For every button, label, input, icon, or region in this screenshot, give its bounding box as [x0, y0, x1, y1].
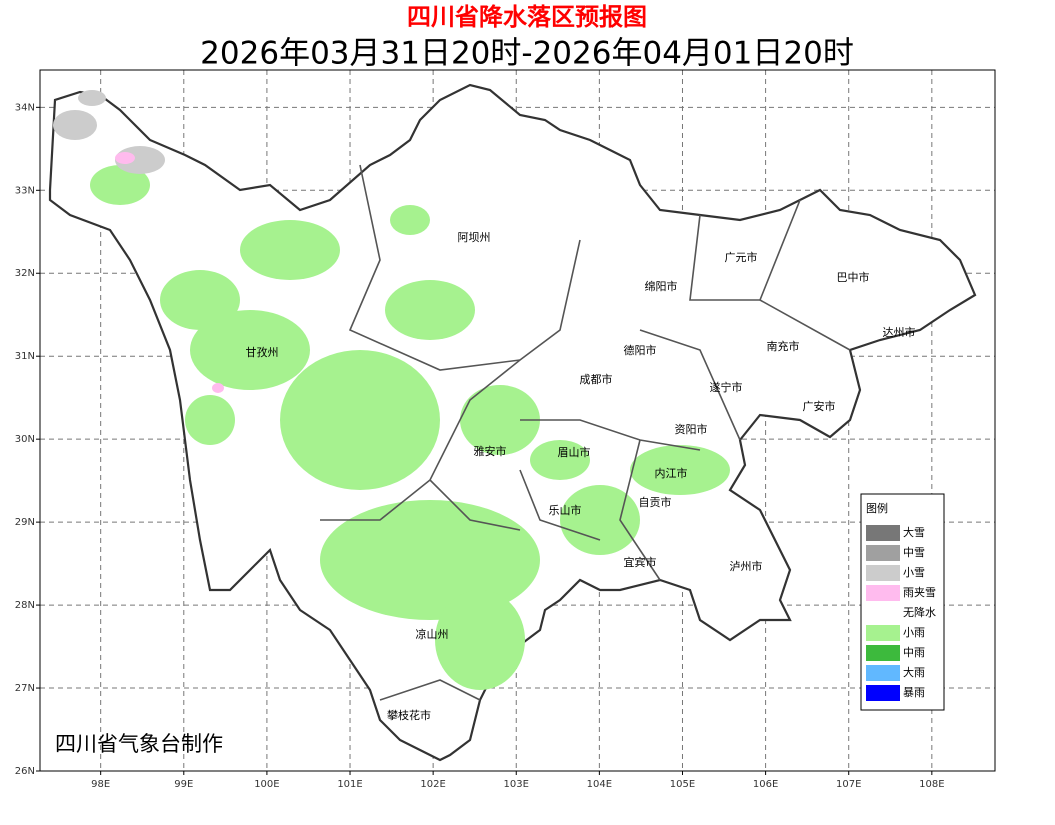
legend-swatch — [866, 565, 900, 581]
y-tick-label: 28N — [15, 600, 35, 611]
legend-swatch — [866, 645, 900, 661]
x-tick-label: 105E — [670, 779, 695, 790]
credit: 四川省气象台制作 — [55, 732, 223, 756]
x-tick-label: 100E — [254, 779, 279, 790]
place-label: 绵阳市 — [645, 279, 678, 293]
place-label: 广元市 — [725, 250, 758, 264]
x-tick-label: 106E — [753, 779, 778, 790]
x-tick-label: 103E — [504, 779, 529, 790]
x-tick-label: 108E — [919, 779, 944, 790]
legend-label: 小雨 — [903, 626, 925, 639]
place-label: 阿坝州 — [458, 230, 491, 244]
place-label: 凉山州 — [416, 627, 449, 641]
place-label: 泸州市 — [730, 559, 763, 573]
x-tick-label: 102E — [420, 779, 445, 790]
legend-label: 雨夹雪 — [903, 586, 936, 599]
legend-swatch — [866, 665, 900, 681]
place-label: 自贡市 — [639, 495, 672, 509]
y-tick-label: 30N — [15, 434, 35, 445]
light-rain-areas — [90, 165, 730, 690]
y-tick-label: 29N — [15, 517, 35, 528]
place-label: 资阳市 — [675, 422, 708, 436]
place-label: 雅安市 — [474, 444, 507, 458]
y-tick-label: 31N — [15, 351, 35, 362]
legend-swatch — [866, 545, 900, 561]
legend-label: 暴雨 — [903, 686, 925, 699]
place-label: 德阳市 — [624, 343, 657, 357]
legend-swatch — [866, 625, 900, 641]
legend-label: 大雪 — [903, 525, 925, 539]
legend-label: 中雪 — [903, 546, 925, 559]
legend-swatch — [866, 525, 900, 541]
subtitle: 2026年03月31日20时-2026年04月01日20时 — [200, 36, 854, 72]
y-tick-label: 27N — [15, 683, 35, 694]
x-tick-label: 101E — [337, 779, 362, 790]
map-frame — [39, 69, 996, 772]
y-tick-label: 33N — [15, 185, 35, 196]
place-label: 宜宾市 — [624, 555, 657, 569]
place-label: 乐山市 — [549, 503, 582, 517]
legend-label: 小雪 — [903, 566, 925, 579]
title: 四川省降水落区预报图 — [407, 3, 647, 31]
y-tick-label: 32N — [15, 268, 35, 279]
place-label: 广安市 — [803, 399, 836, 413]
legend-swatch — [866, 685, 900, 701]
x-tick-label: 99E — [174, 779, 193, 790]
place-label: 遂宁市 — [710, 380, 743, 394]
y-tick-label: 34N — [15, 102, 35, 113]
x-tick-label: 107E — [836, 779, 861, 790]
place-label: 眉山市 — [558, 445, 591, 459]
x-tick-label: 104E — [587, 779, 612, 790]
y-tick-label: 26N — [15, 766, 35, 777]
place-label: 南充市 — [767, 339, 800, 353]
place-label: 甘孜州 — [246, 345, 279, 359]
place-label: 攀枝花市 — [387, 708, 431, 722]
x-tick-label: 98E — [91, 779, 110, 790]
place-label: 巴中市 — [837, 270, 870, 284]
legend-title: 图例 — [866, 501, 888, 515]
legend-label: 中雨 — [903, 646, 925, 659]
province — [48, 83, 977, 762]
legend-swatch — [866, 605, 900, 621]
place-label: 内江市 — [655, 466, 688, 480]
legend-swatch — [866, 585, 900, 601]
snow-areas — [53, 90, 224, 393]
legend-label: 无降水 — [903, 605, 936, 619]
legend-label: 大雨 — [903, 665, 925, 679]
place-label: 成都市 — [580, 372, 613, 386]
city-borders — [320, 164, 851, 701]
place-label: 达州市 — [883, 325, 916, 339]
